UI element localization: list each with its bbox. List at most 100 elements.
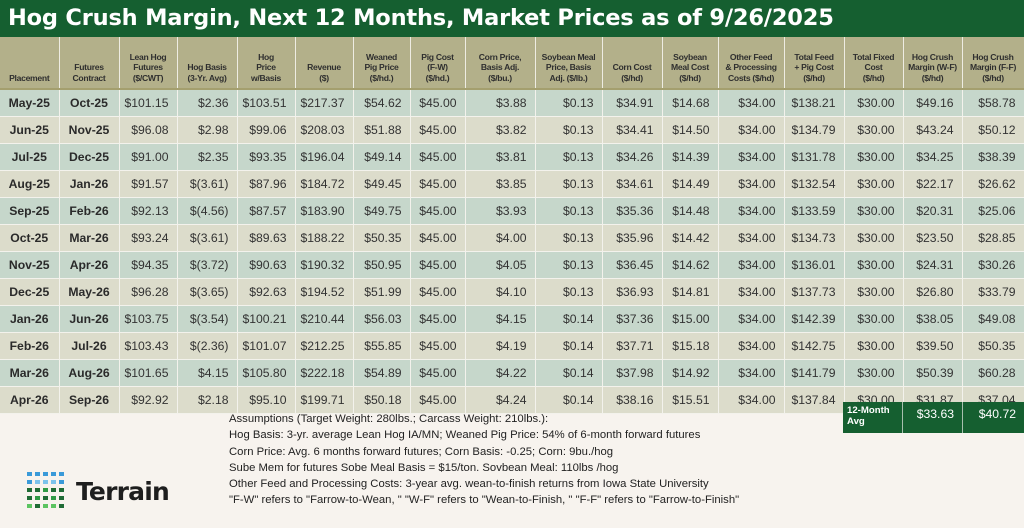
value-cell: $45.00 — [410, 305, 466, 333]
note-line: Assumptions (Target Weight: 280lbs.; Car… — [229, 413, 549, 425]
column-header: Hog Basis (3-Yr. Avg) — [177, 37, 238, 90]
value-cell: $45.00 — [410, 251, 466, 279]
value-cell: $36.45 — [602, 251, 663, 279]
value-cell: $49.45 — [353, 170, 411, 198]
placement-cell: Oct-25 — [0, 224, 60, 252]
placement-cell: Apr-26 — [0, 386, 60, 414]
value-cell: $4.19 — [465, 332, 536, 360]
value-cell: $91.57 — [119, 170, 178, 198]
logo-square — [51, 480, 56, 484]
average-label: 12-Month Avg — [843, 402, 903, 433]
placement-cell: Nov-25 — [0, 251, 60, 279]
value-cell: $138.21 — [784, 89, 845, 117]
futures-contract-cell: Jun-26 — [59, 305, 120, 333]
placement-cell: Jan-26 — [0, 305, 60, 333]
value-cell: $3.93 — [465, 197, 536, 225]
value-cell: $26.80 — [903, 278, 963, 306]
value-cell: $183.90 — [295, 197, 354, 225]
logo-square — [43, 496, 48, 500]
value-cell: $50.35 — [353, 224, 411, 252]
value-cell: $24.31 — [903, 251, 963, 279]
value-cell: $4.05 — [465, 251, 536, 279]
value-cell: $30.26 — [962, 251, 1024, 279]
value-cell: $56.03 — [353, 305, 411, 333]
value-cell: $38.05 — [903, 305, 963, 333]
value-cell: $30.00 — [844, 143, 904, 171]
column-header: Hog Crush Margin (W-F) ($/hd) — [903, 37, 963, 90]
placement-cell: Aug-25 — [0, 170, 60, 198]
value-cell: $34.61 — [602, 170, 663, 198]
column-header: Placement — [0, 37, 60, 90]
value-cell: $36.93 — [602, 278, 663, 306]
table-row: Aug-25 Jan-26 $91.57 $(3.61) $87.96 $184.72 $4… — [0, 170, 1024, 198]
logo-square — [51, 488, 56, 492]
value-cell: $30.00 — [844, 305, 904, 333]
value-cell: $0.13 — [535, 251, 603, 279]
futures-contract-cell: Jul-26 — [59, 332, 120, 360]
logo-square — [51, 496, 56, 500]
value-cell: $92.13 — [119, 197, 178, 225]
table-row: Feb-26 Jul-26 $103.43 $(2.36) $101.07 $212.25… — [0, 332, 1024, 360]
value-cell: $103.75 — [119, 305, 178, 333]
value-cell: $34.41 — [602, 116, 663, 144]
value-cell: $30.00 — [844, 278, 904, 306]
placement-cell: Dec-25 — [0, 278, 60, 306]
value-cell: $20.31 — [903, 197, 963, 225]
column-header: Revenue ($) — [295, 37, 354, 90]
value-cell: $4.15 — [177, 359, 238, 387]
value-cell: $194.52 — [295, 278, 354, 306]
value-cell: $4.24 — [465, 386, 536, 414]
logo-square — [35, 488, 40, 492]
value-cell: $34.26 — [602, 143, 663, 171]
table-row: Dec-25 May-26 $96.28 $(3.65) $92.63 $194.52 $5… — [0, 278, 1024, 306]
logo-square — [27, 496, 32, 500]
value-cell: $34.00 — [718, 143, 785, 171]
value-cell: $34.00 — [718, 170, 785, 198]
value-cell: $133.59 — [784, 197, 845, 225]
column-header: Corn Price, Basis Adj. ($/bu.) — [465, 37, 536, 90]
value-cell: $90.63 — [237, 251, 296, 279]
logo-square — [43, 480, 48, 484]
page-title: Hog Crush Margin, Next 12 Months, Market… — [0, 0, 1024, 37]
logo-square — [35, 504, 40, 508]
value-cell: $(3.65) — [177, 278, 238, 306]
logo-square — [51, 504, 56, 508]
value-cell: $87.57 — [237, 197, 296, 225]
value-cell: $3.88 — [465, 89, 536, 117]
value-cell: $45.00 — [410, 278, 466, 306]
value-cell: $45.00 — [410, 89, 466, 117]
value-cell: $134.79 — [784, 116, 845, 144]
value-cell: $(3.61) — [177, 224, 238, 252]
value-cell: $93.35 — [237, 143, 296, 171]
value-cell: $94.35 — [119, 251, 178, 279]
value-cell: $45.00 — [410, 386, 466, 414]
value-cell: $196.04 — [295, 143, 354, 171]
value-cell: $30.00 — [844, 89, 904, 117]
value-cell: $30.00 — [844, 224, 904, 252]
table-row: Jun-25 Nov-25 $96.08 $2.98 $99.06 $208.03 $51.… — [0, 116, 1024, 144]
value-cell: $30.00 — [844, 197, 904, 225]
value-cell: $96.28 — [119, 278, 178, 306]
logo-text: Terrain — [76, 476, 170, 506]
value-cell: $0.13 — [535, 89, 603, 117]
average-margin-wf: $33.63 — [903, 402, 963, 433]
value-cell: $2.18 — [177, 386, 238, 414]
logo-square — [59, 504, 64, 508]
placement-cell: Feb-26 — [0, 332, 60, 360]
table-row: Jan-26 Jun-26 $103.75 $(3.54) $100.21 $210.44… — [0, 305, 1024, 333]
value-cell: $(3.61) — [177, 170, 238, 198]
value-cell: $101.65 — [119, 359, 178, 387]
value-cell: $51.99 — [353, 278, 411, 306]
value-cell: $28.85 — [962, 224, 1024, 252]
logo-grid-icon — [27, 472, 65, 510]
value-cell: $0.14 — [535, 305, 603, 333]
column-header: Other Feed & Processing Costs ($/hd) — [718, 37, 785, 90]
value-cell: $15.00 — [662, 305, 719, 333]
value-cell: $2.98 — [177, 116, 238, 144]
value-cell: $22.17 — [903, 170, 963, 198]
value-cell: $26.62 — [962, 170, 1024, 198]
value-cell: $199.71 — [295, 386, 354, 414]
logo-square — [59, 496, 64, 500]
value-cell: $45.00 — [410, 224, 466, 252]
value-cell: $23.50 — [903, 224, 963, 252]
